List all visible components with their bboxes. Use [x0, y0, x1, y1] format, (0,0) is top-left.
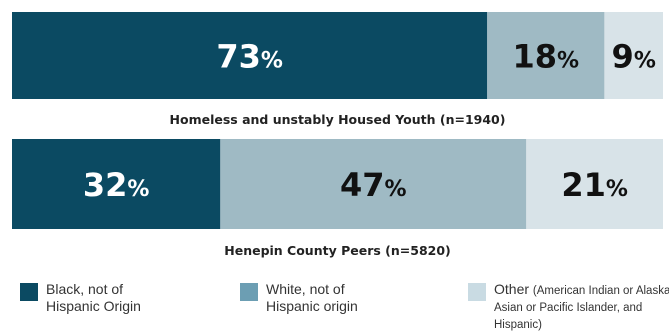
data-label-other-2: 21%: [561, 166, 628, 204]
data-label-other-1: 9%: [612, 38, 656, 76]
legend-label-other: Other: [494, 281, 530, 297]
bar-segment-other-2: [526, 139, 663, 229]
legend-item-black: Black, not of Hispanic Origin: [20, 281, 141, 315]
legend-item-white: White, not of Hispanic origin: [240, 281, 358, 315]
category-label-1: Homeless and unstably Housed Youth (n=19…: [170, 112, 506, 127]
bar-segment-black-1: [12, 12, 488, 99]
legend-swatch-other: [468, 283, 486, 301]
category-label-2: Henepin County Peers (n=5820): [224, 243, 451, 258]
legend-item-other: Other (American Indian or Alaskan, Asian…: [468, 281, 669, 332]
legend-label-black-line1: Black, not of: [46, 281, 124, 297]
data-label-white-2: 47%: [340, 166, 407, 204]
legend-label-white-line1: White, not of: [266, 281, 345, 297]
legend-swatch-white: [240, 283, 258, 301]
bar-segment-white-1: [487, 12, 605, 99]
data-label-black-2: 32%: [83, 166, 150, 204]
stacked-bar-chart: 73% 18% 9% Homeless and unstably Housed You…: [12, 12, 663, 258]
bar-segment-white-2: [220, 139, 527, 229]
legend-swatch-black: [20, 283, 38, 301]
data-label-white-1: 18%: [513, 38, 580, 76]
legend-label-white-line2: Hispanic origin: [266, 298, 358, 314]
bar-segment-other-1: [604, 12, 663, 99]
legend-label-black-line2: Hispanic Origin: [46, 298, 141, 314]
data-label-black-1: 73%: [216, 38, 283, 76]
bar-segment-black-2: [12, 139, 221, 229]
legend-label-other-note: (American Indian or Alaskan, Asian or Pa…: [494, 285, 669, 331]
